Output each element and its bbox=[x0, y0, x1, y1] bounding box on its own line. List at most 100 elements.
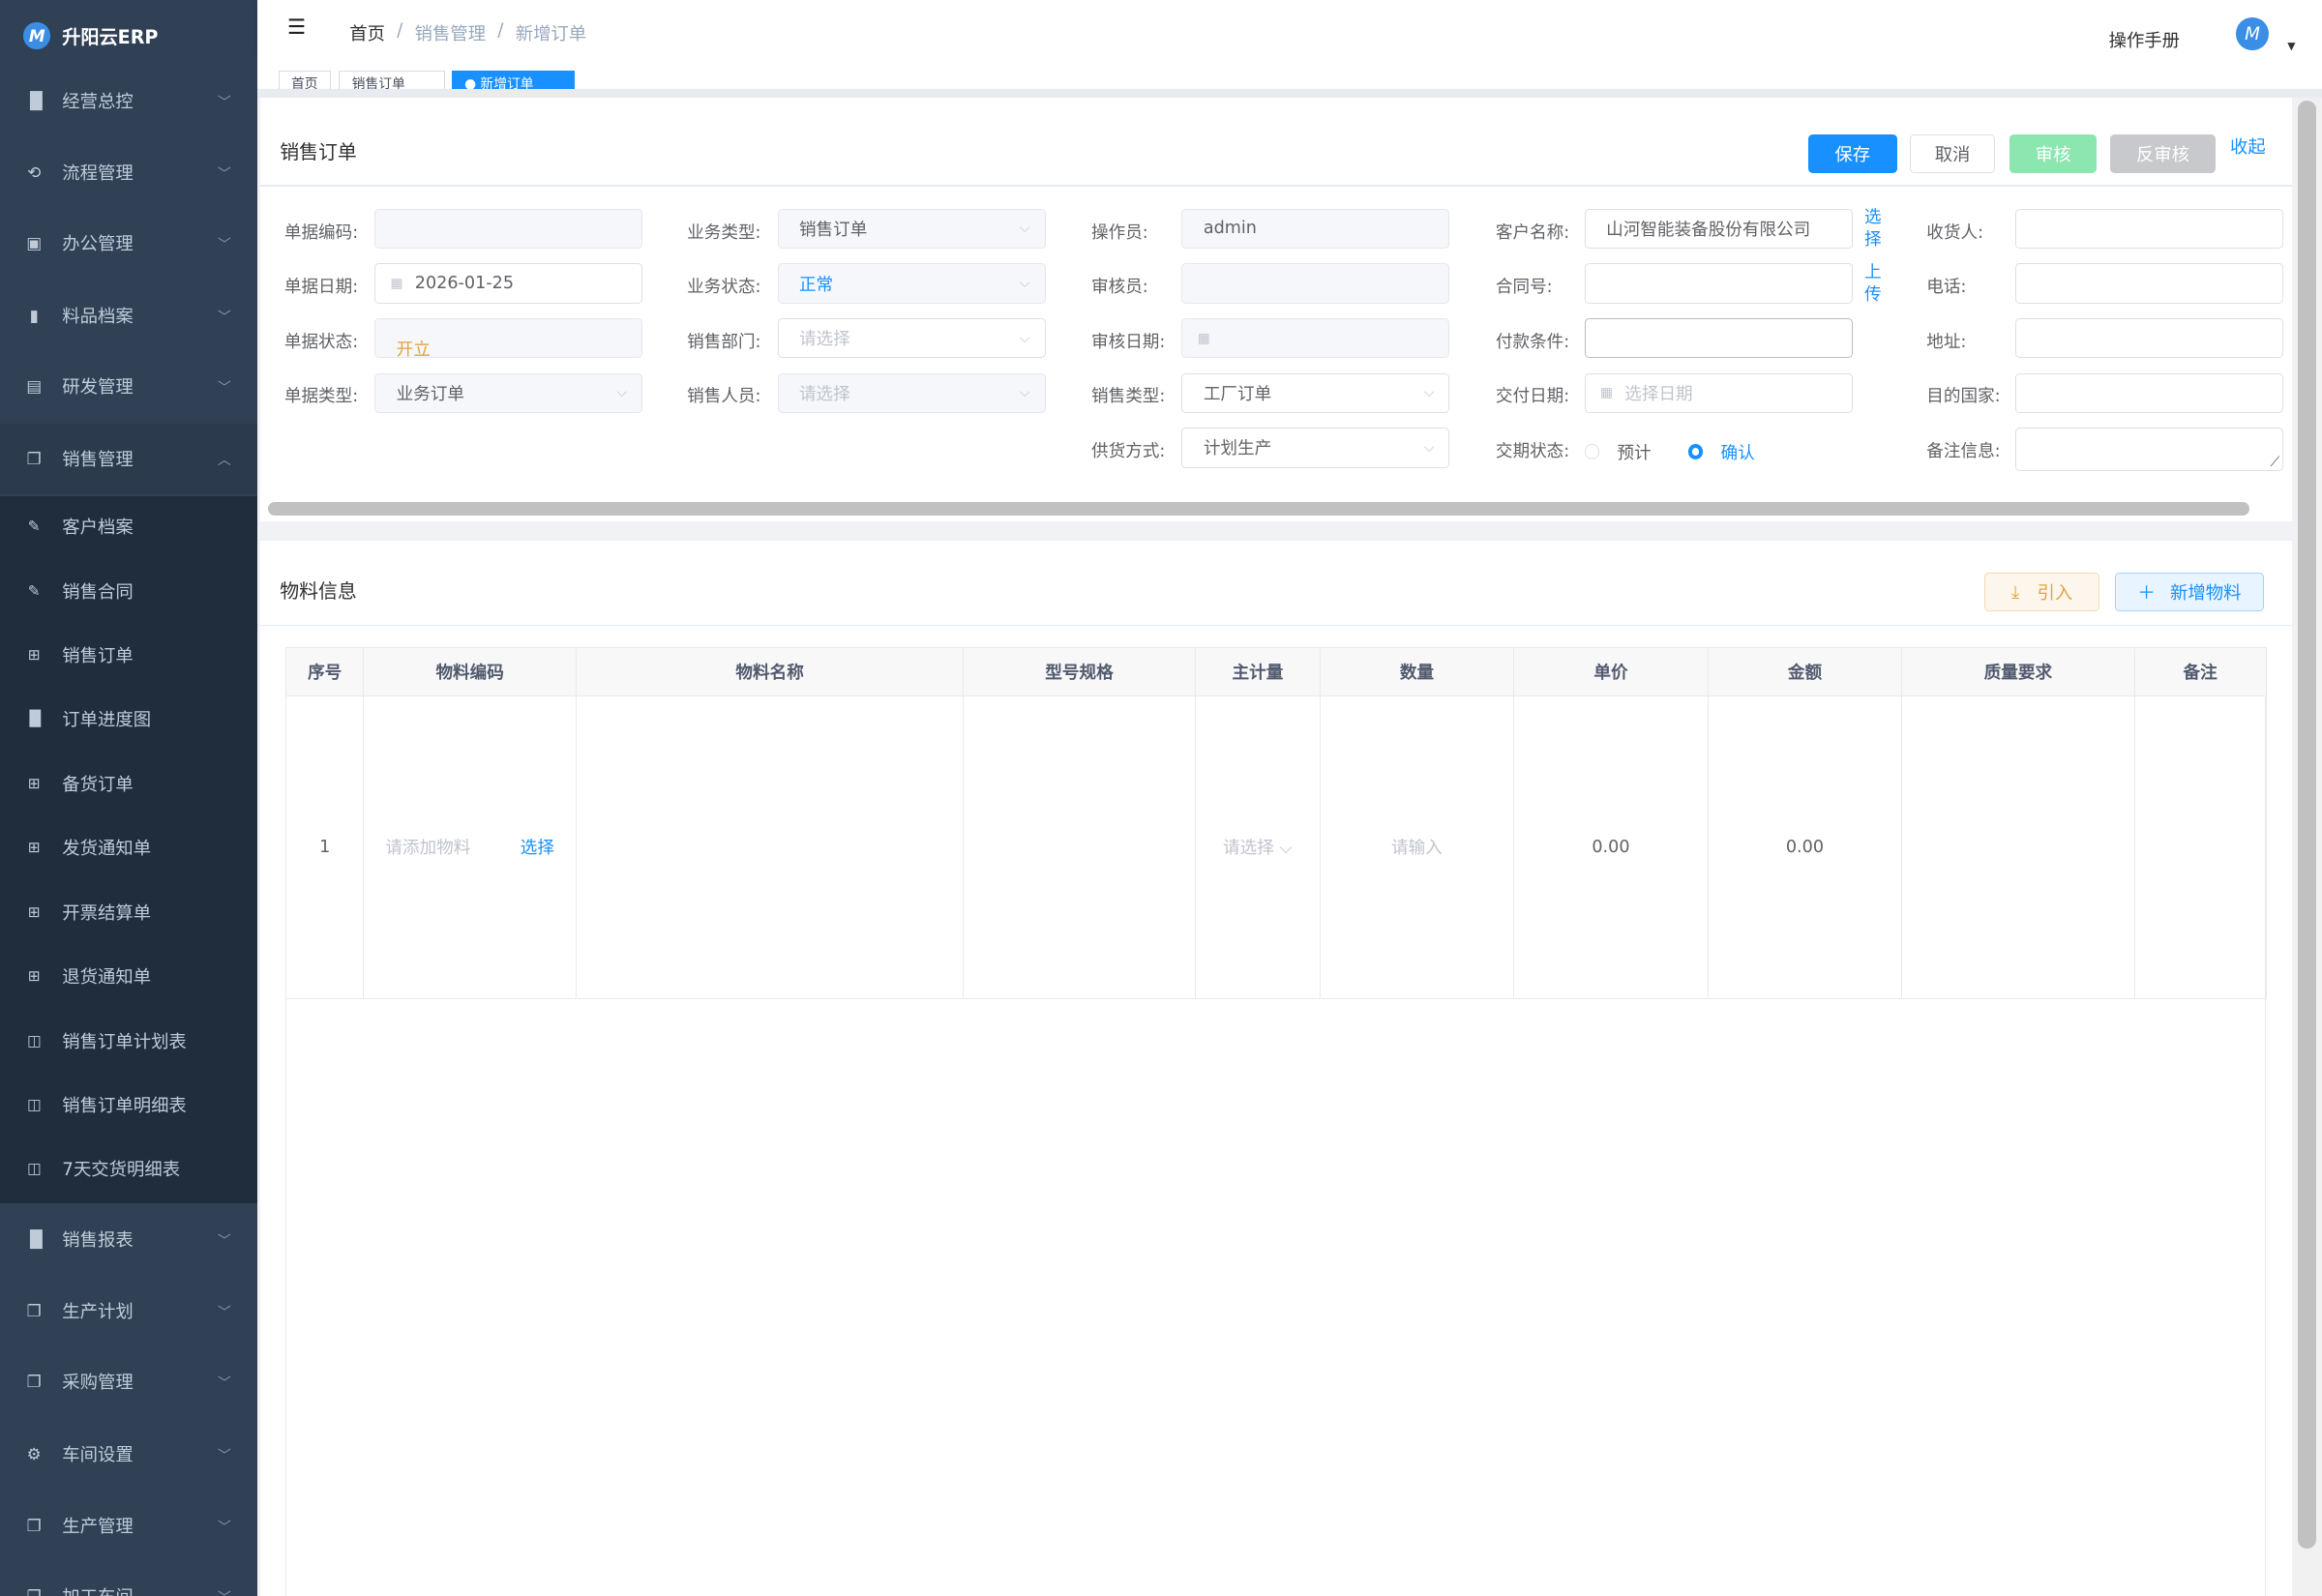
divider bbox=[257, 88, 2322, 98]
manual-link[interactable]: 操作手册 bbox=[2108, 30, 2181, 51]
sidebar-item-sub-8[interactable]: ◫ 销售订单计划表 bbox=[0, 1009, 257, 1073]
phone-input[interactable] bbox=[2015, 263, 2284, 304]
payment-input[interactable] bbox=[1584, 318, 1853, 359]
chevron-down-icon: ⌵ bbox=[1019, 221, 1030, 237]
breadcrumb-home[interactable]: 首页 bbox=[349, 24, 385, 45]
sidebar-item-4[interactable]: ▤ 研发管理 ﹀ bbox=[0, 351, 257, 422]
upload-contract-link[interactable]: 上传 bbox=[1863, 262, 1882, 305]
receiver-input[interactable] bbox=[2015, 208, 2284, 250]
avatar[interactable]: M bbox=[2236, 17, 2269, 51]
sidebar-item-1[interactable]: ⟲ 流程管理 ﹀ bbox=[0, 136, 257, 207]
sidebar-item-1[interactable]: ❐ 生产计划 ﹀ bbox=[0, 1275, 257, 1345]
collapse-link[interactable]: 收起 bbox=[2230, 136, 2266, 158]
country-input[interactable] bbox=[2015, 372, 2284, 414]
operator-input[interactable]: admin bbox=[1181, 208, 1450, 250]
materials-table: 序号 物料编码 物料名称 型号规格 主计量 数量 单价 金额 质量要求 备注 1 请添加物料 选择… bbox=[285, 646, 2267, 999]
biz-status-select[interactable]: 正常 ⌵ bbox=[777, 263, 1046, 304]
sidebar-item-sub-6[interactable]: ⊞ 开票结算单 bbox=[0, 880, 257, 944]
sidebar-item-sub-1[interactable]: ✎ 销售合同 bbox=[0, 559, 257, 623]
sidebar-item-3[interactable]: ▮ 料品档案 ﹀ bbox=[0, 280, 257, 350]
column-header: 金额 bbox=[1707, 646, 1903, 696]
table-body-area bbox=[285, 646, 2267, 1596]
doc-type-value: 业务订单 bbox=[396, 384, 465, 404]
sidebar-item-5[interactable]: ❐ 销售管理 ︿ bbox=[0, 423, 258, 495]
sidebar-item-2[interactable]: ❐ 采购管理 ﹀ bbox=[0, 1345, 257, 1416]
cell-quality[interactable] bbox=[1901, 695, 2135, 999]
resize-handle-icon[interactable]: ⟋ bbox=[2270, 454, 2280, 470]
documents-icon: ❐ bbox=[26, 1300, 42, 1320]
horizontal-scrollbar[interactable] bbox=[268, 501, 2249, 516]
unaudit-button[interactable]: 反审核 bbox=[2110, 134, 2216, 174]
sidebar-item-sub-2[interactable]: ⊞ 销售订单 bbox=[0, 623, 257, 687]
cancel-button[interactable]: 取消 bbox=[1910, 134, 1995, 174]
hamburger-icon[interactable]: ☰ bbox=[286, 15, 307, 40]
contract-input[interactable] bbox=[1584, 263, 1853, 304]
delivery-status-radio-0[interactable]: 预计 bbox=[1584, 440, 1652, 464]
select-customer-link[interactable]: 选择 bbox=[1863, 208, 1882, 251]
delivery-date-input[interactable]: ▦ 选择日期 bbox=[1584, 372, 1853, 414]
logo[interactable]: M 升阳云ERP bbox=[23, 19, 158, 52]
sidebar-item-label: 销售报表 bbox=[62, 1230, 134, 1252]
column-header: 单价 bbox=[1513, 646, 1709, 696]
sidebar-item-sub-10[interactable]: ◫ 7天交货明细表 bbox=[0, 1137, 257, 1200]
sidebar-item-label: 办公管理 bbox=[62, 234, 134, 255]
auditor-input[interactable] bbox=[1181, 263, 1450, 304]
doc-code-input[interactable] bbox=[374, 208, 643, 250]
chevron-down-icon: ﹀ bbox=[218, 95, 231, 111]
column-header: 物料编码 bbox=[362, 646, 578, 696]
doc-date-input[interactable]: ▦ 2026-01-25 bbox=[374, 263, 643, 304]
sidebar-item-3[interactable]: ⚙ 车间设置 ﹀ bbox=[0, 1418, 257, 1489]
table-row: 1 请添加物料 选择 请选择 ⌵ 请输入 0.00 0.00 bbox=[285, 695, 2267, 999]
sidebar-item-sub-3[interactable]: ▐▌ 订单进度图 bbox=[0, 688, 257, 752]
sales-dept-label: 销售部门: bbox=[687, 332, 761, 352]
bar-chart-icon: ▐▌ bbox=[23, 91, 49, 111]
sidebar-item-5[interactable]: ❐ 加工车间 ﹀ bbox=[0, 1560, 257, 1596]
cell-remark[interactable] bbox=[2133, 695, 2267, 999]
calendar-icon: ▦ bbox=[390, 276, 403, 292]
calendar-icon: ▦ bbox=[1197, 330, 1210, 346]
doc-status-input[interactable]: 开立 bbox=[374, 318, 643, 360]
sales-dept-select[interactable]: 请选择 ⌵ bbox=[777, 318, 1046, 359]
doc-type-select[interactable]: 业务订单 ⌵ bbox=[374, 372, 643, 414]
sidebar-item-sub-4[interactable]: ⊞ 备货订单 bbox=[0, 752, 257, 815]
bar-chart-icon: ▐▌ bbox=[23, 1229, 49, 1250]
import-button[interactable]: ⤓ 引入 bbox=[1983, 573, 2100, 612]
vertical-scrollbar[interactable] bbox=[2298, 101, 2316, 1549]
sidebar-item-sub-9[interactable]: ◫ 销售订单明细表 bbox=[0, 1073, 257, 1137]
code-placeholder: 请添加物料 bbox=[385, 839, 471, 859]
edit-doc-icon: ✎ bbox=[27, 581, 41, 600]
sales-person-value: 请选择 bbox=[798, 384, 850, 404]
sidebar-item-label: 流程管理 bbox=[62, 163, 134, 184]
sidebar-item-2[interactable]: ▣ 办公管理 ﹀ bbox=[0, 207, 257, 278]
auditor-label: 审核员: bbox=[1091, 278, 1148, 298]
save-button[interactable]: 保存 bbox=[1807, 134, 1897, 174]
select-material-link[interactable]: 选择 bbox=[520, 839, 554, 859]
delivery-status-radio-1[interactable]: 确认 bbox=[1687, 440, 1755, 464]
unit-select[interactable]: 请选择 ⌵ bbox=[1195, 695, 1321, 999]
sidebar-item-sub-0[interactable]: ✎ 客户档案 bbox=[0, 494, 257, 558]
sales-type-label: 销售类型: bbox=[1091, 387, 1166, 407]
customer-input[interactable]: 山河智能装备股份有限公司 bbox=[1584, 208, 1853, 250]
office-icon: ▣ bbox=[26, 233, 43, 253]
address-input[interactable] bbox=[2015, 318, 2284, 359]
remark-input[interactable]: ⟋ bbox=[2015, 428, 2284, 471]
sidebar-item-sub-7[interactable]: ⊞ 退货通知单 bbox=[0, 944, 257, 1008]
breadcrumb-sep: / bbox=[397, 20, 403, 42]
sidebar-item-4[interactable]: ❐ 生产管理 ﹀ bbox=[0, 1490, 257, 1560]
breadcrumb: 首页 / 销售管理 / 新增订单 bbox=[349, 20, 586, 45]
audit-button[interactable]: 审核 bbox=[2009, 134, 2098, 174]
sidebar-item-0[interactable]: ▐▌ 经营总控 ﹀ bbox=[0, 65, 257, 135]
sales-type-value: 工厂订单 bbox=[1203, 384, 1272, 404]
audit-date-input[interactable]: ▦ bbox=[1181, 318, 1450, 359]
sales-person-select[interactable]: 请选择 ⌵ bbox=[777, 372, 1046, 414]
chevron-down-icon: ﹀ bbox=[218, 1375, 231, 1392]
sidebar-item-0[interactable]: ▐▌ 销售报表 ﹀ bbox=[0, 1203, 257, 1274]
caret-down-icon[interactable]: ▼ bbox=[2287, 40, 2296, 53]
biz-type-select[interactable]: 销售订单 ⌵ bbox=[777, 208, 1046, 250]
doc-status-value: 开立 bbox=[396, 340, 431, 360]
add-material-button[interactable]: ＋ 新增物料 bbox=[2114, 573, 2265, 612]
supply-mode-select[interactable]: 计划生产 ⌵ bbox=[1181, 428, 1450, 468]
sidebar-item-sub-5[interactable]: ⊞ 发货通知单 bbox=[0, 815, 257, 879]
quantity-input[interactable]: 请输入 bbox=[1319, 695, 1515, 999]
sales-type-select[interactable]: 工厂订单 ⌵ bbox=[1181, 372, 1450, 414]
